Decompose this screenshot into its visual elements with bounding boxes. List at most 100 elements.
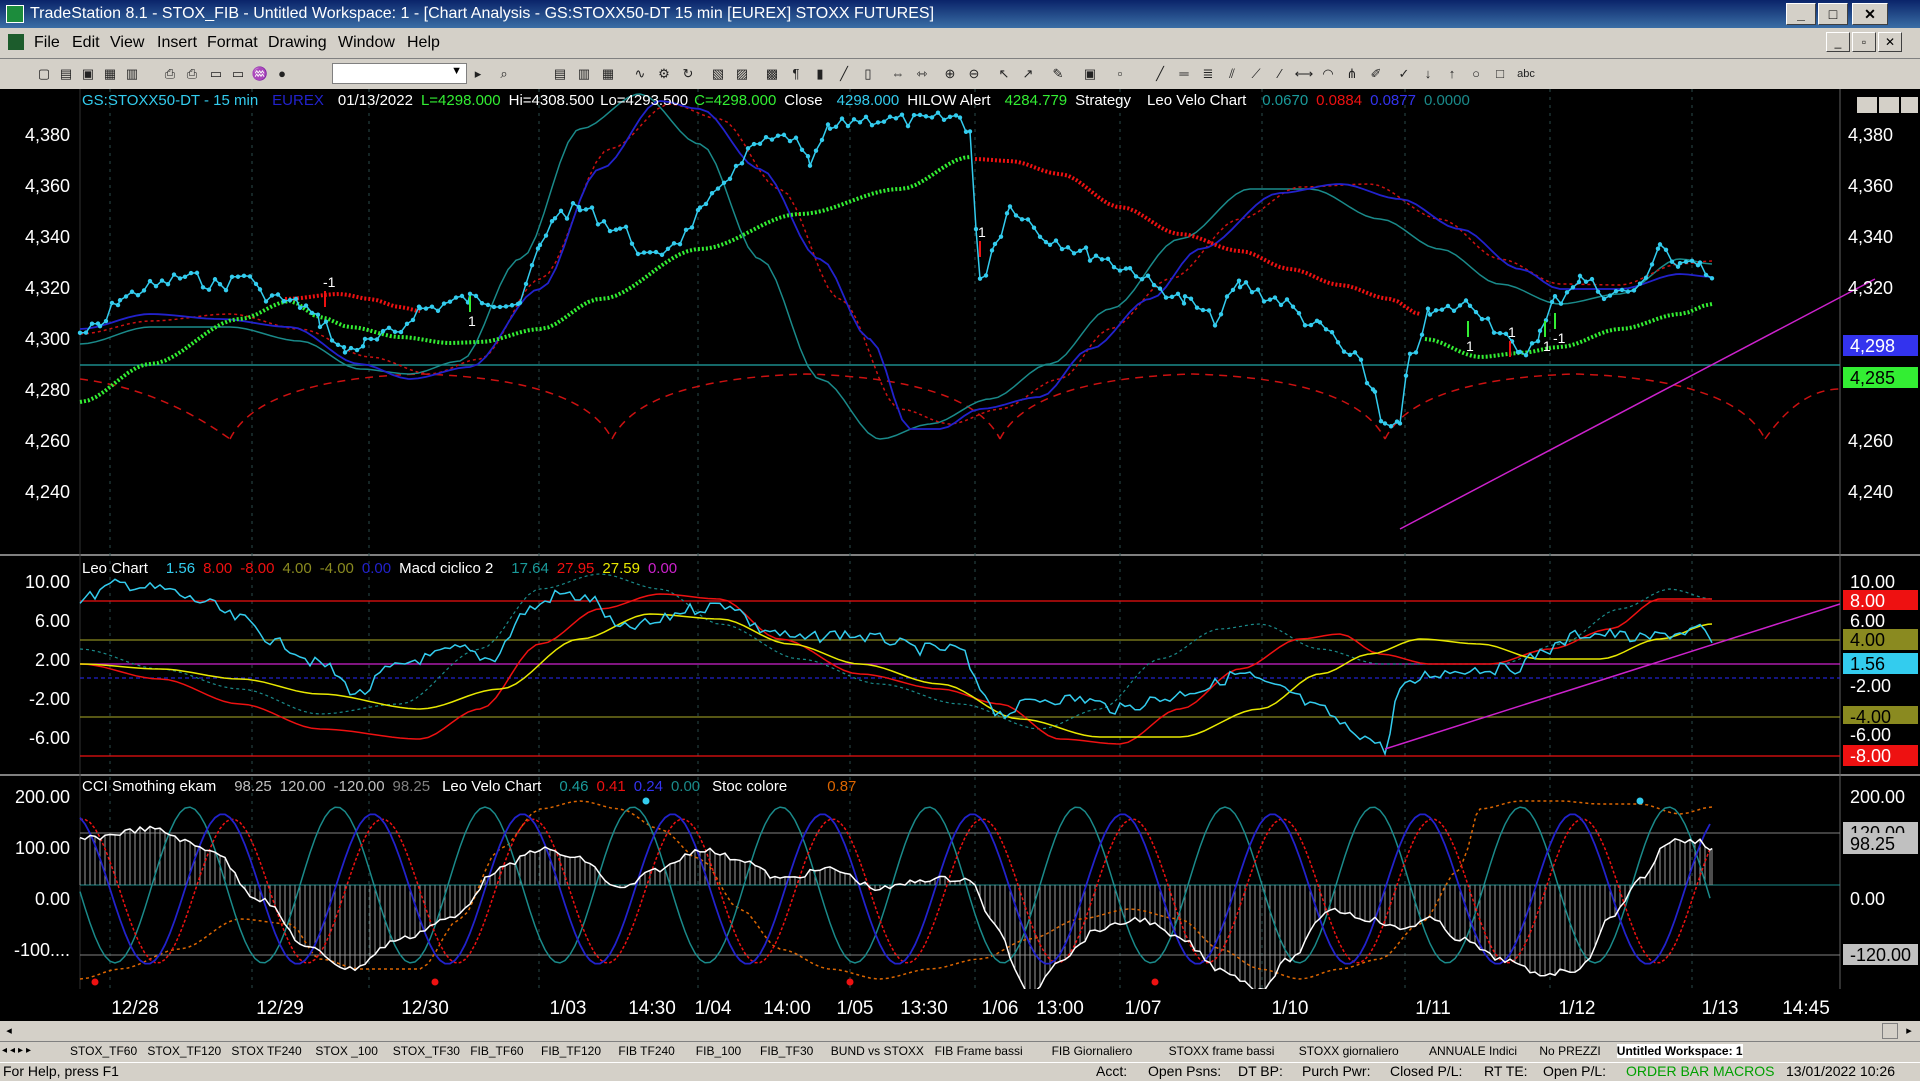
scroll-thumb[interactable] [1882,1023,1898,1039]
workspace-tab[interactable]: ANNUALE Indici [1429,1044,1518,1058]
workspace-tab[interactable]: FIB TF240 [618,1044,675,1058]
arrow-line-icon[interactable]: ⟷ [1294,66,1314,81]
chart-restore-button[interactable] [1879,97,1899,113]
text-tool-icon[interactable]: abc [1517,68,1535,80]
scroll-icon[interactable]: ⇔ [891,66,905,81]
trendline-price[interactable] [1399,278,1876,530]
menu-insert[interactable]: Insert [157,34,198,51]
menu-help[interactable]: Help [407,34,440,51]
strategy-icon[interactable]: ⚙ [658,66,670,81]
gann-icon[interactable]: ⟋ [1251,66,1261,81]
chart-analysis-window[interactable]: -1 1 1 1 1 -1 1 GS:STOXX50-DT - 15 min EUREX 01/… [0,89,1920,1021]
order-bar-button[interactable]: ORDER BAR [1626,1063,1710,1079]
candle-icon[interactable]: ▯ [864,66,872,81]
trendline-icon[interactable]: ╱ [1156,66,1164,81]
mdi-minimize-button[interactable]: _ [1826,32,1850,52]
menu-drawing[interactable]: Drawing [268,34,327,51]
workspace-tab[interactable]: BUND vs STOXX [830,1044,924,1058]
workspace-tab[interactable]: Untitled Workspace: 1 [1616,1044,1743,1058]
scroll-right-icon[interactable]: ▸ [1906,1025,1912,1037]
menu-view[interactable]: View [110,34,145,51]
refresh-icon[interactable]: ↻ [682,66,694,81]
scroll2-icon[interactable]: ⇿ [916,66,928,81]
format-icon[interactable]: ▧ [711,66,725,81]
fib-icon[interactable]: ≣ [1202,66,1214,81]
workspace-tab[interactable]: FIB Frame bassi [934,1044,1023,1058]
chart-close-button[interactable] [1901,97,1918,113]
chart2-icon[interactable]: ▥ [577,66,591,81]
format2-icon[interactable]: ▨ [735,66,749,81]
workspace-tab[interactable]: STOX_TF120 [147,1044,222,1058]
find-icon[interactable]: ⌕ [500,66,508,81]
workspace-tab[interactable]: FIB_TF60 [470,1044,524,1058]
trendline-leo[interactable] [1384,603,1841,750]
window-icon[interactable]: ▭ [209,66,223,81]
open-folder-icon[interactable]: ▤ [59,66,73,81]
workspace-tab[interactable]: FIB Giornaliero [1051,1044,1133,1058]
folder-icon[interactable]: ▥ [125,66,139,81]
horizontal-scrollbar[interactable]: ◂ ▸ [0,1021,1920,1041]
regression-icon[interactable]: ∕ [1278,66,1282,81]
zoom-in-icon[interactable]: ⊕ [944,66,956,81]
indicator-icon[interactable]: ∿ [634,66,646,81]
menu-window[interactable]: Window [338,34,395,51]
new-icon[interactable]: ▢ [37,66,51,81]
workspace-tab[interactable]: STOX_TF60 [70,1044,138,1058]
pointer-icon[interactable]: ↖ [998,66,1010,81]
market-icon[interactable]: ♒ [251,66,269,81]
save-icon[interactable]: ▣ [81,66,95,81]
symbol-select[interactable]: ▼ [332,63,467,84]
menu-format[interactable]: Format [207,34,258,51]
workspace-tab[interactable]: FIB_TF30 [760,1044,814,1058]
play-icon[interactable]: ▸ [474,66,482,81]
time-tick-label: 14:45 [1782,998,1830,1019]
workspace-tab[interactable]: STOX_TF30 [392,1044,460,1058]
clear-icon[interactable]: ▫ [1117,66,1123,81]
bar-icon[interactable]: ▮ [816,66,824,81]
channel-icon[interactable]: ⫽ [1229,66,1235,81]
workspace-tab[interactable]: No PREZZI [1539,1044,1601,1058]
mdi-close-button[interactable]: ✕ [1878,32,1902,52]
workspace-tab[interactable]: STOXX frame bassi [1168,1044,1275,1058]
maximize-button[interactable]: □ [1818,3,1848,25]
scroll-left-icon[interactable]: ◂ [6,1025,12,1037]
pointer2-icon[interactable]: ↗ [1022,66,1034,81]
workspace-tab[interactable]: FIB_TF120 [541,1044,602,1058]
workspace-icon[interactable]: ▦ [103,66,117,81]
arc-icon[interactable]: ◠ [1322,66,1334,81]
macros-button[interactable]: MACROS [1713,1063,1775,1079]
rectangle-icon[interactable]: □ [1496,66,1504,81]
window2-icon[interactable]: ▭ [231,66,245,81]
tools-icon[interactable]: ✎ [1052,66,1064,81]
text-icon[interactable]: ¶ [792,66,800,81]
menu-file[interactable]: File [34,34,60,51]
hline-icon[interactable]: ═ [1179,66,1189,81]
mdi-restore-button[interactable]: ▫ [1852,32,1876,52]
workspace-tab[interactable]: FIB_100 [695,1044,742,1058]
arrow-up-icon[interactable]: ↑ [1448,66,1456,81]
arrow-down-icon[interactable]: ↓ [1424,66,1432,81]
fan-icon[interactable]: ⋔ [1346,66,1358,81]
line-icon[interactable]: ╱ [840,66,848,81]
print-preview-icon[interactable]: ⎙ [186,66,198,81]
workspace-tab[interactable]: STOXX giornaliero [1298,1044,1399,1058]
pen-icon[interactable]: ✐ [1370,66,1382,81]
workspace-tab[interactable]: STOX TF240 [231,1044,302,1058]
chart3-icon[interactable]: ▦ [601,66,615,81]
data-icon[interactable]: ▣ [1083,66,1097,81]
chart-doc-icon[interactable] [8,34,24,50]
minimize-button[interactable]: _ [1786,3,1816,25]
tab-nav-arrows-icon[interactable]: ◂◂▸▸ [2,1045,35,1056]
chart-icon[interactable]: ▤ [553,66,567,81]
workspace-tab[interactable]: STOX _100 [315,1044,378,1058]
chart-minimize-button[interactable] [1857,97,1877,113]
checkmark-icon[interactable]: ✓ [1398,66,1410,81]
close-button[interactable]: ✕ [1852,3,1888,25]
ellipse-icon[interactable]: ○ [1472,66,1480,81]
menu-edit[interactable]: Edit [72,34,100,51]
zoom-out-icon[interactable]: ⊖ [968,66,980,81]
globe-icon[interactable]: ● [278,66,286,81]
print-icon[interactable]: ⎙ [164,66,176,81]
grid-icon[interactable]: ▩ [765,66,779,81]
